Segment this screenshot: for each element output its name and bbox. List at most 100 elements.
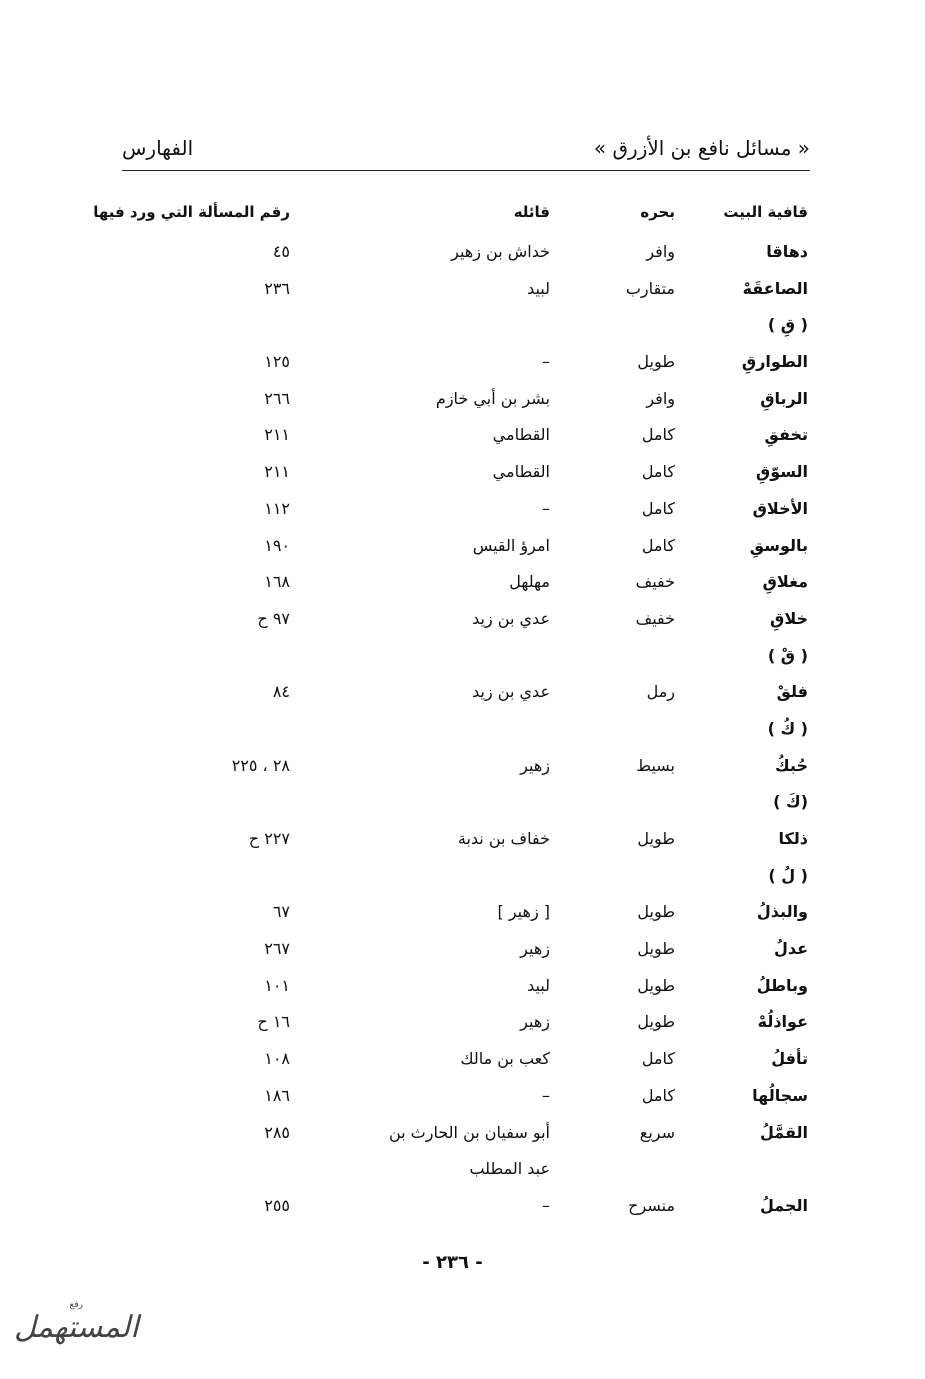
cell-meter: وافر [646,388,675,408]
cell-question-number: ٢٨ ، ٢٢٥ [231,755,290,775]
table-row: (كَ ) [100,786,808,823]
cell-meter: متقارب [625,278,675,298]
cell-poet: زهير [520,755,550,775]
cell-rhyme: عدلُ [773,939,808,959]
cell-meter: رمل [646,682,675,702]
table-row: خلاقِ خفيف عدي بن زيد ٩٧ ح [100,603,808,640]
cell-question-number [100,786,290,823]
cell-meter: طويل [637,939,675,959]
cell-meter: طويل [637,829,675,848]
cell-question-number: ١٦ ح [257,1012,290,1032]
cell-poet: زهير [520,1012,550,1032]
cell-poet: زهير [520,939,550,959]
watermark-text: المستهمل [14,1310,139,1345]
cell-question-number: ١٨٦ [264,1085,290,1105]
cell-question-number: ٢١١ [264,462,290,482]
cell-meter: سريع [639,1122,675,1142]
cell-rhyme: السوّقِ [755,462,808,482]
cell-poet: [ زهير ] [497,902,550,922]
running-header: « مسائل نافع بن الأزرق » الفهارس [122,136,810,171]
cell-poet: امرؤ القيس [472,535,550,555]
cell-question-number: ٦٧ [272,902,290,922]
cell-question-number: ٩٧ ح [257,608,290,628]
cell-rhyme: الصاعقَهْ [742,278,808,298]
table-row: الرباقِ وافر بشر بن أبي خازم ٢٦٦ [100,383,808,420]
cell-poet: مهلهل [509,572,550,592]
cell-poet: – [542,498,550,518]
table-row: عدلُ طويل زهير ٢٦٧ [100,933,808,970]
cell-meter [550,309,675,346]
table-row: ( قِ ) [100,309,808,346]
table-row: الطوارقِ طويل – ١٢٥ [100,346,808,383]
cell-rhyme: عواذلُهْ [757,1012,808,1032]
cell-question-number [100,640,290,677]
cell-meter [550,640,675,677]
table-row: السوّقِ كامل القطامي ٢١١ [100,456,808,493]
cell-rhyme: ( كُ ) [767,718,808,738]
cell-question-number: ١٢٥ [264,352,290,372]
table-row: حُبكُ بسيط زهير ٢٨ ، ٢٢٥ [100,750,808,787]
cell-poet [290,786,550,823]
cell-question-number: ٢٦٦ [264,388,290,408]
column-header-meter: بحره [640,203,675,221]
cell-poet: – [542,352,550,372]
cell-rhyme: بالوسقِ [749,535,808,555]
cell-rhyme: وباطلُ [756,975,808,995]
watermark-logo: رفع المستهمل [14,1300,139,1345]
cell-rhyme: ذلكا [778,829,808,848]
cell-poet: أبو سفيان بن الحارث بن [388,1122,550,1142]
cell-rhyme: ( قْ ) [767,645,808,665]
section-title: الفهارس [122,136,194,160]
cell-poet: القطامي [492,462,550,482]
cell-question-number: ١٩٠ [264,535,290,555]
cell-question-number: ١٦٨ [264,572,290,592]
cell-meter: كامل [641,535,675,555]
cell-poet: لبيد [527,975,550,995]
cell-meter: بسيط [636,755,675,775]
cell-rhyme: (كَ ) [773,792,808,812]
book-title: « مسائل نافع بن الأزرق » [593,136,810,160]
cell-question-number: ٤٥ [272,242,290,261]
cell-rhyme: القمَّلُ [759,1122,808,1142]
cell-poet [290,640,550,677]
table-row: ( قْ ) [100,640,808,677]
cell-poet: عدي بن زيد [472,682,550,702]
cell-poet: عدي بن زيد [472,608,550,628]
cell-poet: – [542,1195,550,1215]
table-row: تخفقِ كامل القطامي ٢١١ [100,419,808,456]
cell-rhyme: الطوارقِ [741,352,808,372]
table-row: بالوسقِ كامل امرؤ القيس ١٩٠ [100,530,808,567]
cell-meter: منسرح [628,1195,675,1215]
cell-rhyme: خلاقِ [770,608,808,628]
table-header: قافية البيت بحره قائله رقم المسألة التي … [93,196,808,236]
table-row: ذلكا طويل خفاف بن ندبة ٢٢٧ ح [100,823,808,860]
cell-meter: كامل [641,1085,675,1105]
table-row: الصاعقَهْ متقارب لبيد ٢٣٦ [100,273,808,310]
cell-meter: وافر [646,242,675,261]
cell-rhyme [675,1153,808,1190]
table-row: تأفلُ كامل كعب بن مالك ١٠٨ [100,1043,808,1080]
cell-poet [290,860,550,897]
cell-meter: كامل [641,1049,675,1069]
cell-poet [290,713,550,750]
cell-rhyme: حُبكُ [775,755,808,775]
cell-question-number: ١٠٨ [264,1049,290,1069]
cell-meter: كامل [641,498,675,518]
column-header-rhyme: قافية البيت [723,203,808,221]
cell-meter: كامل [641,425,675,445]
cell-question-number: ٢١١ [264,425,290,445]
table-row: مغلاقِ خفيف مهلهل ١٦٨ [100,566,808,603]
cell-rhyme: الجملُ [759,1195,808,1215]
cell-meter [550,860,675,897]
cell-question-number [100,309,290,346]
cell-poet: القطامي [492,425,550,445]
cell-rhyme: ( قِ ) [767,315,808,335]
cell-rhyme: الرباقِ [760,388,808,408]
cell-rhyme: دهاقا [766,242,808,261]
cell-rhyme: فلقْ [776,682,808,702]
cell-question-number [100,713,290,750]
cell-question-number: ٨٤ [272,682,290,702]
table-row: الجملُ منسرح – ٢٥٥ [100,1190,808,1227]
cell-question-number [100,1153,290,1190]
table-row: عواذلُهْ طويل زهير ١٦ ح [100,1006,808,1043]
